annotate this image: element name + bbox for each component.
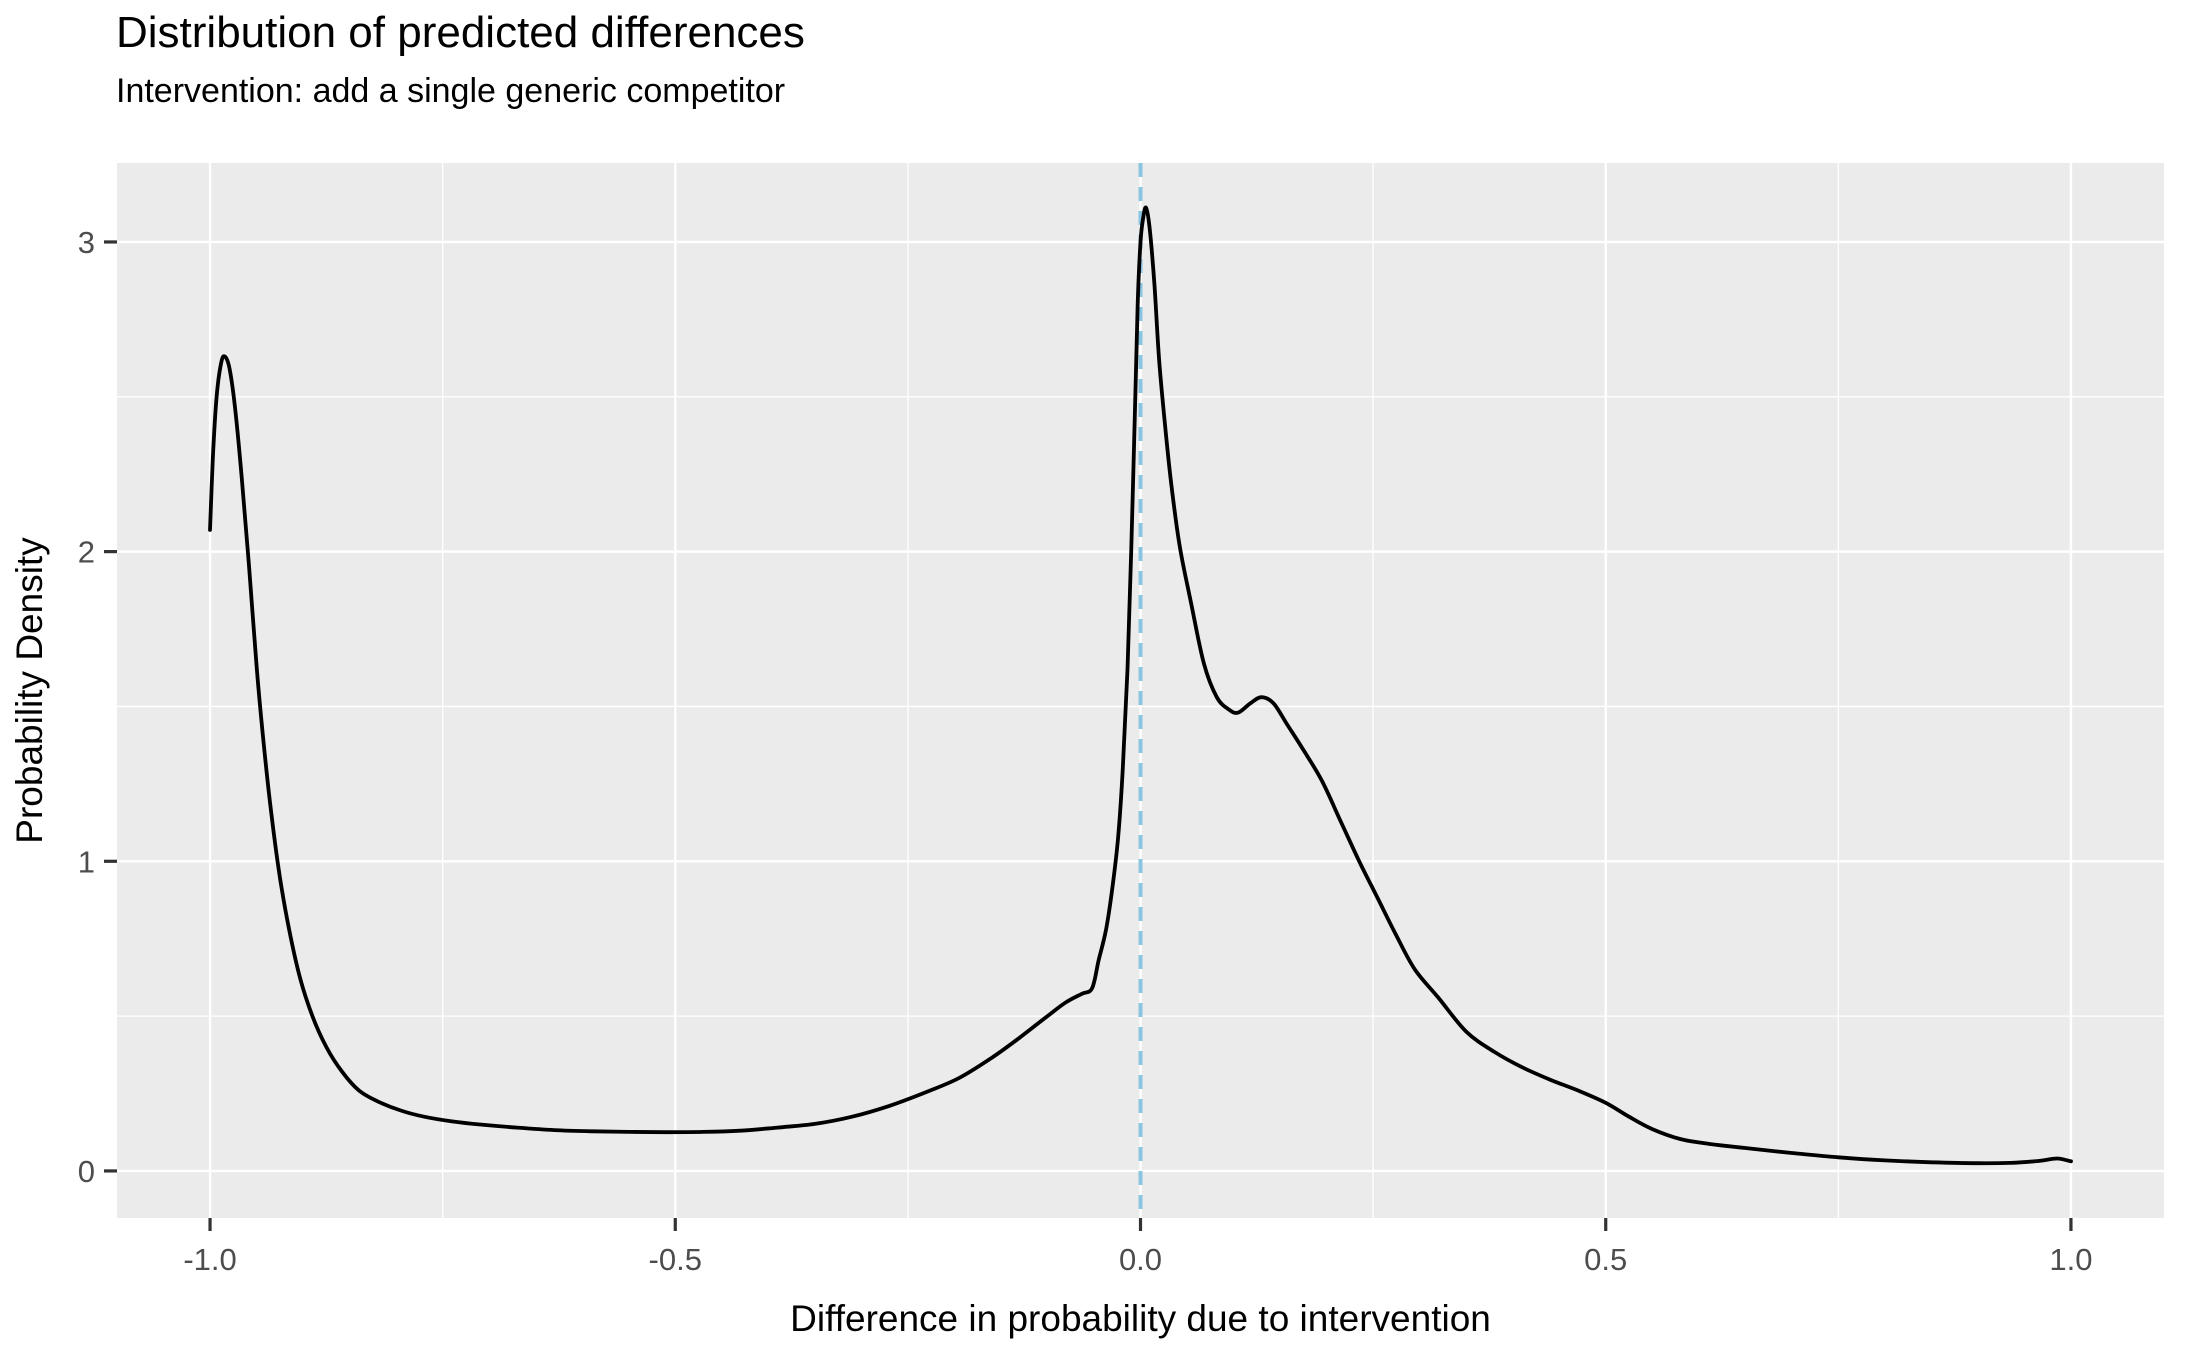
x-axis-title: Difference in probability due to interve… [790,1298,1491,1339]
chart-title: Distribution of predicted differences [116,8,805,57]
y-tick-label: 0 [78,1154,95,1189]
x-tick-label: 0.5 [1584,1242,1627,1277]
y-tick-label: 2 [78,535,95,570]
y-axis-title: Probability Density [9,537,50,844]
chart-subtitle: Intervention: add a single generic compe… [116,72,786,110]
x-tick-label: 1.0 [2049,1242,2092,1277]
x-tick-label: -1.0 [183,1242,236,1277]
y-tick-label: 3 [78,225,95,260]
x-tick-label: 0.0 [1119,1242,1162,1277]
density-curve [208,205,2073,1166]
x-tick-label: -0.5 [649,1242,702,1277]
y-tick-label: 1 [78,844,95,879]
